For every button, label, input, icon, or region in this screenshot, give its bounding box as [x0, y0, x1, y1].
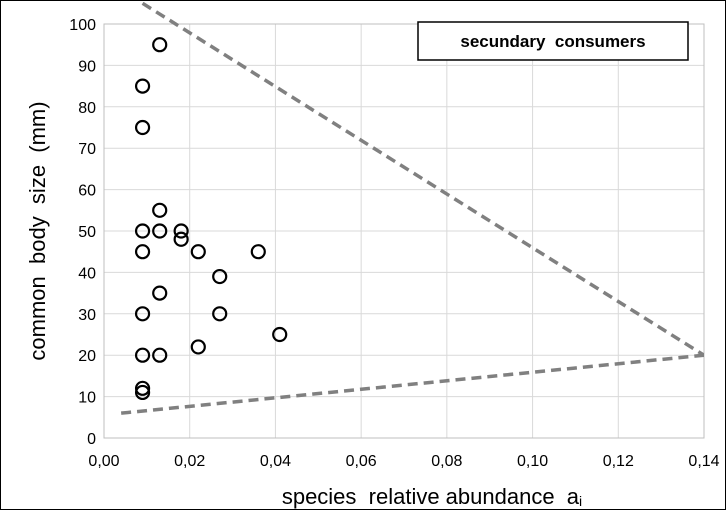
x-axis-title-symbol: a	[567, 484, 580, 509]
data-point	[134, 380, 151, 396]
x-tick-label: 0,14	[688, 453, 719, 470]
data-point	[272, 326, 288, 343]
data-point	[190, 244, 206, 260]
x-tick-label: 0,06	[346, 453, 377, 470]
data-point	[212, 268, 228, 285]
y-tick-label: 80	[78, 100, 96, 117]
data-point	[134, 306, 151, 322]
x-tick-label: 0,00	[88, 453, 119, 470]
plot-area-border	[103, 23, 705, 439]
data-point	[152, 202, 168, 218]
data-point	[212, 306, 228, 322]
data-point	[250, 244, 266, 260]
y-tick-label: 70	[78, 141, 96, 158]
x-tick-label: 0,08	[431, 453, 462, 470]
data-point	[152, 37, 168, 53]
data-point	[152, 347, 168, 363]
y-tick-label: 10	[78, 390, 96, 407]
x-tick-label: 0,10	[517, 453, 548, 470]
data-point	[190, 339, 206, 355]
y-tick-label: 60	[78, 183, 96, 200]
grid	[103, 23, 705, 439]
data-point	[152, 285, 168, 301]
legend-box: secundary consumers	[417, 21, 689, 61]
y-tick-label: 20	[78, 348, 96, 365]
y-tick-label: 40	[78, 265, 96, 282]
x-tick-label: 0,02	[174, 453, 205, 470]
data-point	[134, 223, 151, 239]
x-axis-title-subscript: i	[579, 493, 582, 509]
data-point	[134, 244, 151, 260]
y-tick-label: 30	[78, 307, 96, 324]
x-axis-title: species relative abundance ai	[282, 484, 582, 509]
boundary-lines	[120, 2, 704, 415]
y-axis-ticks: 0 10 20 30 40 50 60 70 80 90 100	[69, 17, 96, 448]
data-points	[134, 37, 288, 401]
boundary-line	[141, 2, 704, 357]
y-axis-title: common body size (mm)	[25, 101, 50, 360]
data-point	[152, 223, 168, 239]
legend-text: secundary consumers	[460, 32, 645, 51]
x-axis-title-spacer	[555, 484, 567, 509]
data-point	[134, 384, 151, 401]
data-point	[134, 347, 151, 363]
data-point	[134, 78, 151, 94]
x-axis-title-text: species relative abundance	[282, 484, 555, 509]
y-tick-label: 0	[87, 431, 96, 448]
y-tick-label: 100	[69, 17, 96, 34]
x-tick-label: 0,12	[603, 453, 634, 470]
boundary-line	[120, 353, 704, 415]
x-tick-label: 0,04	[260, 453, 291, 470]
x-axis-ticks: 0,00 0,02 0,04 0,06 0,08 0,10 0,12 0,14	[88, 453, 719, 470]
y-tick-label: 50	[78, 224, 96, 241]
data-point	[173, 223, 189, 239]
data-point	[134, 119, 151, 136]
y-tick-label: 90	[78, 58, 96, 75]
data-point	[173, 231, 189, 247]
